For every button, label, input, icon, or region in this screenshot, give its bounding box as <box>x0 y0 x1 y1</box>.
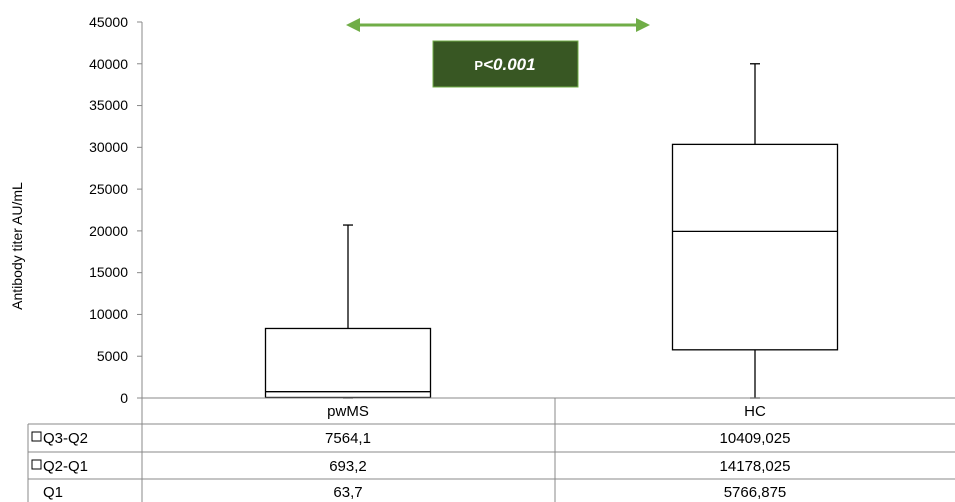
table-cell: 14178,025 <box>720 458 791 475</box>
box-group <box>264 63 839 399</box>
y-tick-label: 45000 <box>89 14 128 30</box>
table-cell: 5766,875 <box>724 484 787 501</box>
y-tick-label: 25000 <box>89 181 128 197</box>
table-row-label: Q1 <box>43 484 63 501</box>
y-tick-label: 20000 <box>89 223 128 239</box>
table-cell: 7564,1 <box>325 430 371 447</box>
y-axis-label: Antibody titer AU/mL <box>9 182 25 310</box>
y-tick-label: 15000 <box>89 264 128 280</box>
svg-text:P<0.001: P<0.001 <box>474 55 535 74</box>
data-table: pwMS HC Q3-Q2 7564,1 10409,025 Q2-Q1 693… <box>27 397 955 502</box>
table-row-label: Q2-Q1 <box>43 458 88 475</box>
category-label-pwms: pwMS <box>327 403 369 420</box>
table-row-label: Q3-Q2 <box>43 430 88 447</box>
arrow-head-right <box>636 18 650 32</box>
table-cell: 693,2 <box>329 458 367 475</box>
arrow-head-left <box>346 18 360 32</box>
y-tick-label: 30000 <box>89 139 128 155</box>
y-tick-label: 0 <box>120 390 128 406</box>
y-tick-label: 40000 <box>89 56 128 72</box>
y-tick-label: 35000 <box>89 97 128 113</box>
y-tick-label: 10000 <box>89 306 128 322</box>
y-tick-marks <box>137 21 142 399</box>
box-hc <box>671 143 839 351</box>
category-label-hc: HC <box>744 403 766 420</box>
y-tick-label: 5000 <box>97 348 128 364</box>
table-cell: 10409,025 <box>720 430 791 447</box>
y-tick-labels: 45000 40000 35000 30000 25000 20000 1500… <box>89 14 128 406</box>
square-marker <box>31 459 42 470</box>
significance-arrow <box>346 18 650 32</box>
box-pwms <box>264 327 432 399</box>
p-value-prefix: P <box>474 58 483 73</box>
p-value-text: <0.001 <box>483 55 535 74</box>
p-value-badge: P<0.001 <box>432 40 579 88</box>
table-cell: 63,7 <box>333 484 362 501</box>
square-marker <box>31 431 42 442</box>
